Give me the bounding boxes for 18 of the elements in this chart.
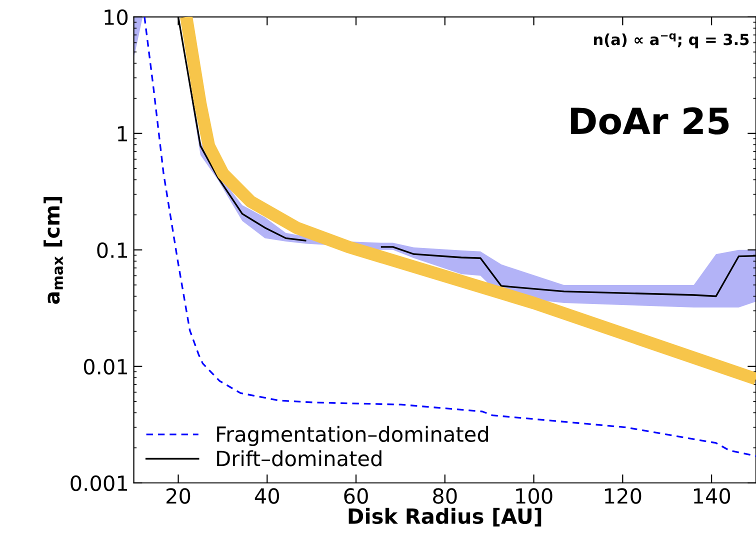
legend-label: Fragmentation–dominated xyxy=(217,426,488,446)
y-axis-title: a$_{max}$ [cm] xyxy=(44,196,64,304)
y-tick-label: 1 xyxy=(118,126,128,142)
x-axis-title: Disk Radius [AU] xyxy=(348,508,542,526)
legend-label: Drift–dominated xyxy=(217,450,382,466)
annotation: n(a) ∝ a$^{−q}$; q = 3.5 xyxy=(594,33,749,48)
x-tick-label: 20 xyxy=(166,488,190,504)
x-tick-label: 120 xyxy=(605,488,642,504)
x-tick-label: 60 xyxy=(344,488,368,504)
x-tick-label: 100 xyxy=(516,488,552,504)
y-tick-label: 0.1 xyxy=(97,242,128,258)
y-tick-label: 0.001 xyxy=(70,475,128,492)
y-tick-label: 10 xyxy=(104,9,128,26)
y-tick-label: 0.01 xyxy=(84,358,128,375)
x-tick-label: 80 xyxy=(433,488,457,504)
x-tick-label: 40 xyxy=(254,488,280,504)
annotation: DoAr 25 xyxy=(571,107,729,135)
x-tick-label: 140 xyxy=(694,488,730,504)
